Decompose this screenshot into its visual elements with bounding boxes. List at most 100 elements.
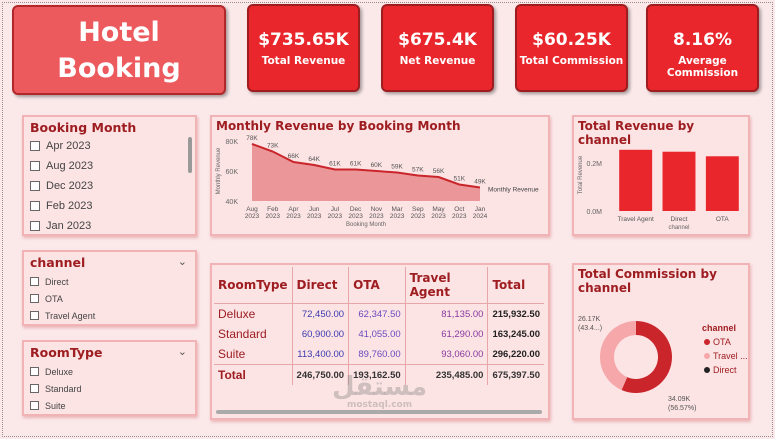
matrix-header[interactable]: RoomType	[214, 267, 293, 304]
matrix-header[interactable]: Travel Agent	[405, 267, 489, 304]
matrix-header-row: RoomType Direct OTA Travel Agent Total	[214, 267, 544, 304]
checkbox[interactable]	[30, 221, 40, 231]
cell-direct: 113,400.00	[292, 344, 350, 365]
checkbox[interactable]	[30, 141, 40, 151]
donut-slice	[621, 321, 672, 393]
data-label: 59K	[391, 164, 403, 171]
legend-label: Direct	[713, 365, 737, 375]
kpi-label: Total Commission	[519, 55, 624, 67]
checkbox[interactable]	[30, 294, 39, 303]
chart-title-line-2: channel	[578, 281, 632, 295]
slicer-scrollbar[interactable]	[188, 137, 192, 173]
slice-label-pct: (56.57%)	[668, 405, 696, 412]
checkbox[interactable]	[30, 311, 39, 320]
slicer-title: channel	[30, 255, 86, 270]
cell-direct: 246,750.00	[292, 364, 350, 385]
data-label: 49K	[474, 179, 486, 186]
y-tick-label: 60K	[226, 169, 239, 176]
x-axis-label: Booking Month	[346, 222, 386, 228]
data-label: 61K	[350, 161, 362, 168]
checkbox[interactable]	[30, 277, 39, 286]
slice-label-pct: (43.4...)	[578, 325, 602, 332]
x-tick-label-year: 2023	[390, 213, 405, 220]
chevron-down-icon[interactable]: ⌄	[177, 256, 187, 268]
x-tick-label-month: Oct	[454, 206, 464, 213]
y-tick-label: 40K	[226, 199, 239, 206]
slicer-item[interactable]: Standard	[30, 380, 195, 397]
chevron-down-icon[interactable]: ⌄	[177, 346, 187, 358]
slicer-item-label: Apr 2023	[46, 140, 91, 152]
total-row: Total 246,750.00 193,162.50 235,485.00 6…	[214, 364, 544, 385]
x-tick-label-year: 2023	[431, 213, 446, 220]
watermark-text: مستقل	[332, 372, 428, 402]
x-tick-label-month: Jul	[331, 206, 340, 213]
slicer-item[interactable]: Jan 2023	[30, 216, 195, 234]
legend-label: Travel ...	[713, 351, 748, 361]
slicer-item[interactable]: Aug 2023	[30, 156, 195, 176]
matrix-header[interactable]: Total	[487, 267, 544, 304]
slicer-item-label: Feb 2023	[46, 200, 93, 212]
slicer-title: RoomType	[30, 345, 103, 360]
cell-direct: 60,900.00	[292, 324, 350, 344]
title-line-2: Booking	[57, 53, 181, 84]
y-axis-label: Monthly Revenue	[216, 147, 222, 194]
bar	[705, 156, 739, 211]
row-label: Suite	[214, 344, 293, 365]
y-tick-label: 0.2M	[586, 161, 602, 168]
chart-title: Monthly Revenue by Booking Month	[216, 119, 461, 133]
slicer-item-label: Travel Agent	[45, 310, 96, 321]
cell-total: 163,245.00	[492, 328, 540, 340]
data-label: 60K	[371, 162, 383, 169]
x-tick-label-month: Jun	[309, 206, 320, 213]
slicer-item[interactable]: Suite	[30, 397, 195, 414]
checkbox[interactable]	[30, 367, 39, 376]
slicer-item[interactable]: Travel Agent	[30, 307, 195, 324]
series-line	[251, 143, 481, 189]
x-tick-label-year: 2023	[265, 213, 280, 220]
checkbox[interactable]	[30, 384, 39, 393]
slicer-item[interactable]: Apr 2023	[30, 136, 195, 156]
cell-total: 296,220.00	[492, 348, 540, 360]
cell-travel-agent: 81,135.00	[405, 303, 489, 324]
matrix-header[interactable]: Direct	[292, 267, 350, 304]
series-legend-label: Monthly Revenue	[488, 187, 539, 194]
cell-direct: 72,450.00	[292, 303, 350, 324]
slicer-item[interactable]: Direct	[30, 273, 195, 290]
data-label: 57K	[412, 167, 424, 174]
title-card: Hotel Booking	[12, 5, 226, 95]
matrix-header[interactable]: OTA	[348, 267, 406, 304]
x-tick-label-year: 2024	[473, 213, 488, 220]
x-tick-label: OTA	[716, 216, 730, 223]
horizontal-scrollbar[interactable]	[216, 410, 542, 414]
channel-revenue-chart: Total Revenue by channel 0.2M 0.0M Total R…	[572, 115, 750, 236]
checkbox[interactable]	[30, 181, 40, 191]
x-tick-label-year: 2023	[328, 213, 343, 220]
revenue-matrix: RoomType Direct OTA Travel Agent Total D…	[210, 263, 550, 420]
roomtype-slicer: RoomType ⌄ Deluxe Standard Suite	[22, 340, 197, 416]
slicer-item[interactable]: Dec 2023	[30, 176, 195, 196]
slicer-item-label: Standard	[45, 383, 82, 394]
slicer-item[interactable]: Feb 2023	[30, 196, 195, 216]
cell-total: 215,932.50	[492, 308, 540, 320]
x-tick-label-year: 2023	[369, 213, 384, 220]
checkbox[interactable]	[30, 201, 40, 211]
kpi-label: Average Commission	[666, 55, 739, 79]
chart-title-line-1: Total Commission by	[578, 267, 717, 281]
slicer-item[interactable]: Deluxe	[30, 363, 195, 380]
row-label: Deluxe	[214, 303, 293, 324]
checkbox[interactable]	[30, 161, 40, 171]
x-tick-label-month: Dec	[350, 206, 362, 213]
slice-label-value: 26.17K	[578, 316, 601, 323]
legend-marker	[704, 339, 710, 345]
area-fill	[252, 144, 480, 201]
x-tick-label-year: 2023	[348, 213, 363, 220]
slicer-item[interactable]: OTA	[30, 290, 195, 307]
watermark-subtext: mostaql.com	[346, 400, 413, 410]
cell-travel-agent: 235,485.00	[405, 364, 489, 385]
x-tick-label-year: 2023	[411, 213, 426, 220]
kpi-label: Net Revenue	[399, 55, 476, 67]
x-tick-label-month: Aug	[246, 206, 258, 213]
checkbox[interactable]	[30, 401, 39, 410]
data-label: 73K	[267, 143, 279, 150]
watermark: مستقل mostaql.com	[332, 374, 427, 410]
